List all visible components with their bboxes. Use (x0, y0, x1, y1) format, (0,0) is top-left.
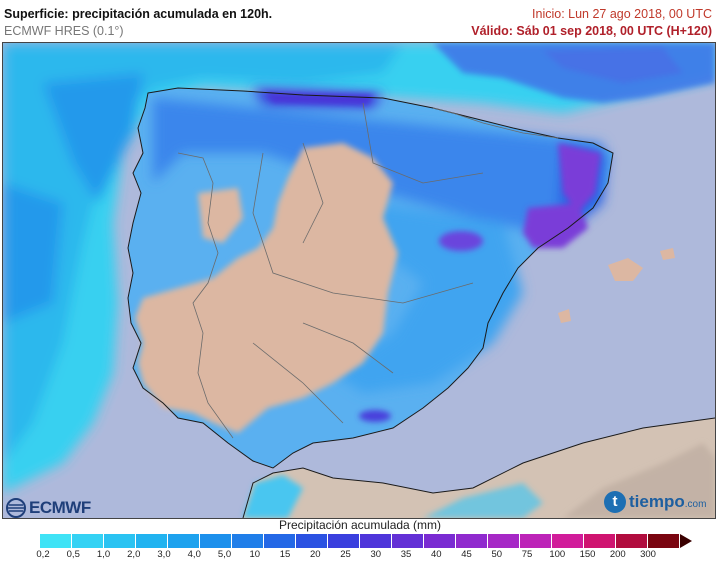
ecmwf-globe-icon (6, 498, 26, 518)
africa-coast (242, 417, 715, 518)
colorbar-swatch (584, 534, 616, 548)
colorbar-tick-label: 25 (340, 549, 351, 560)
colorbar-tick-label: 3,0 (157, 549, 171, 560)
precipitation-map (2, 42, 716, 519)
balearic-islands (558, 248, 675, 323)
colorbar-swatch (40, 534, 72, 548)
africa-rain (243, 443, 715, 518)
colorbar-swatch (616, 534, 648, 548)
colorbar-swatch (456, 534, 488, 548)
colorbar-swatch (200, 534, 232, 548)
colorbar-tick-label: 1,0 (96, 549, 111, 560)
map-title: Superficie: precipitación acumulada en 1… (4, 7, 273, 21)
colorbar-tick-label: 45 (461, 549, 472, 560)
colorbar-swatch (360, 534, 392, 548)
colorbar-swatch (424, 534, 456, 548)
colorbar-tick-label: 5,0 (217, 549, 232, 560)
colorbar-tick-label: 0,5 (66, 549, 80, 560)
colorbar-tick-label: 50 (491, 549, 503, 560)
colorbar-tick-label: 40 (430, 549, 442, 560)
dry-land (135, 143, 398, 433)
colorbar-swatch (488, 534, 520, 548)
ecmwf-logo-text: ECMWF (29, 498, 91, 517)
colorbar-tick-label: 10 (249, 549, 261, 560)
tiempo-logo: t tiempo.com (604, 491, 706, 513)
colorbar-tick-label: 30 (370, 549, 382, 560)
colorbar-tick-label: 2,0 (127, 549, 141, 560)
colorbar-tick-label: 150 (579, 549, 596, 560)
coastline (127, 87, 614, 469)
colorbar-tick-label: 20 (309, 549, 321, 560)
tiempo-logo-icon: t (604, 491, 626, 513)
colorbar-swatch (104, 534, 136, 548)
tiempo-logo-text: tiempo.com (629, 492, 707, 511)
colorbar-swatch (264, 534, 296, 548)
colorbar (40, 534, 680, 548)
france-land (433, 43, 715, 103)
colorbar-ticks: 0,2 0,5 1,0 2,0 3,0 4,0 5,0 10 15 20 25 30 35 40 45 50 7… (0, 549, 720, 561)
colorbar-swatch (296, 534, 328, 548)
colorbar-tick-label: 300 (640, 549, 656, 560)
colorbar-swatch (392, 534, 424, 548)
model-subtitle: ECMWF HRES (0.1°) (4, 24, 124, 38)
colorbar-swatch (168, 534, 200, 548)
colorbar-arrow (680, 534, 692, 548)
colorbar-tick-label: 15 (279, 549, 291, 560)
colorbar-tick-label: 200 (609, 549, 626, 560)
colorbar-tick-label: 4,0 (187, 549, 201, 560)
colorbar-tick-label: 75 (521, 549, 533, 560)
colorbar-swatch (328, 534, 360, 548)
init-time: Inicio: Lun 27 ago 2018, 00 UTC (532, 7, 712, 21)
colorbar-swatch (648, 534, 680, 548)
colorbar-swatch (520, 534, 552, 548)
colorbar-tick-label: 100 (549, 549, 566, 560)
colorbar-swatch (232, 534, 264, 548)
valid-time: Válido: Sáb 01 sep 2018, 00 UTC (H+120) (471, 24, 712, 38)
legend-title: Precipitación acumulada (mm) (278, 518, 442, 532)
colorbar-tick-label: 0,2 (36, 549, 50, 560)
borders (177, 102, 559, 439)
ecmwf-logo: ECMWF (6, 498, 91, 518)
colorbar-swatch (136, 534, 168, 548)
colorbar-swatch (72, 534, 104, 548)
colorbar-swatch (552, 534, 584, 548)
colorbar-tick-label: 35 (400, 549, 412, 560)
